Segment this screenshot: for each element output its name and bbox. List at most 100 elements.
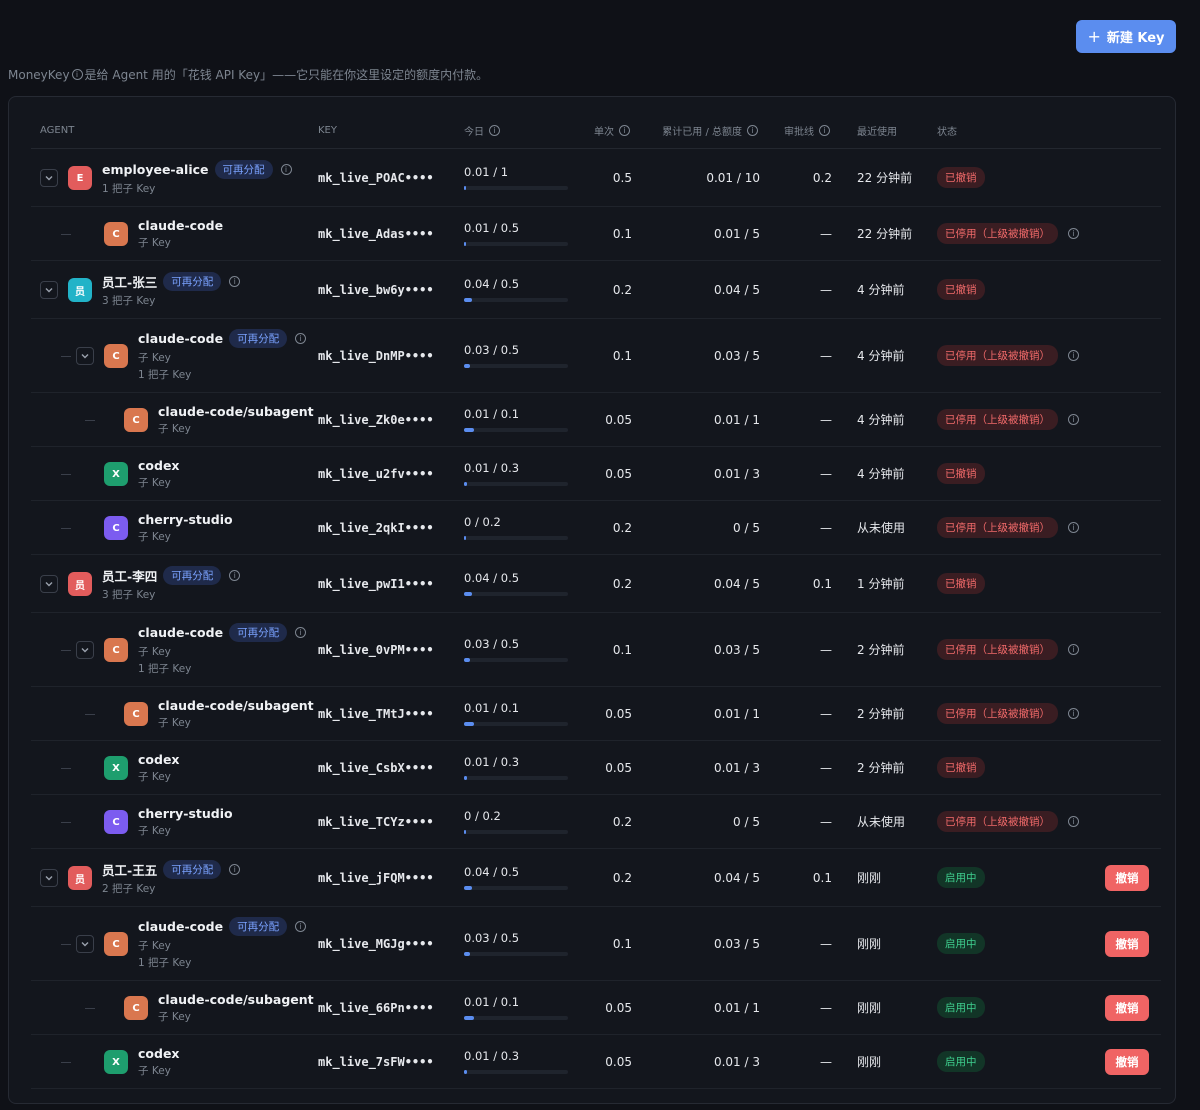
total-usage: 0.01 / 1 [713, 1000, 760, 1015]
expand-toggle[interactable] [40, 281, 58, 299]
today-cell: 0.01 / 0.1 [464, 393, 568, 446]
last-used-cell: 4 分钟前 [857, 319, 904, 392]
revoke-button[interactable]: 撤销 [1105, 930, 1149, 957]
single-limit: 0.1 [612, 226, 632, 241]
progress-track [464, 536, 568, 540]
expand-toggle[interactable] [40, 575, 58, 593]
last-used: 刚刚 [857, 871, 882, 885]
revoke-button[interactable]: 撤销 [1105, 994, 1149, 1021]
total-usage: 0.01 / 3 [713, 760, 760, 775]
new-key-button[interactable]: + 新建 Key [1076, 20, 1176, 53]
status-pill: 启用中 [937, 933, 985, 954]
expand-toggle[interactable] [76, 935, 94, 953]
last-used-cell: 从未使用 [857, 795, 905, 848]
single-limit: 0.2 [612, 282, 632, 297]
today-usage: 0.04 / 0.5 [464, 277, 520, 291]
status-cell: 已停用（上级被撤销） i [937, 795, 1081, 848]
single-cell: 0.1 [613, 207, 632, 260]
total-cell: 0.01 / 3 [714, 447, 760, 500]
status-cell: 已停用（上级被撤销） i [937, 207, 1081, 260]
column-header: KEY [318, 113, 337, 148]
agent-info: claude-code 可再分配 i 子 Key 1 把子 Key [138, 613, 308, 686]
avatar: C [124, 702, 148, 726]
last-used: 4 分钟前 [857, 283, 905, 297]
name-line: 员工-王五 可再分配 i [102, 859, 242, 879]
status-cell: 启用中 [937, 981, 985, 1034]
tree-line [61, 822, 71, 823]
agent-info: claude-code/subagent 子 Key [158, 393, 314, 446]
agent-sub: 子 Key [138, 646, 171, 658]
expand-toggle[interactable] [76, 641, 94, 659]
agent-info: codex 子 Key [138, 1035, 180, 1088]
info-icon: i [280, 163, 292, 175]
single-cell: 0.2 [613, 261, 632, 318]
name-line: claude-code/subagent [158, 698, 314, 713]
expand-toggle[interactable] [40, 869, 58, 887]
last-used: 刚刚 [857, 1001, 882, 1015]
progress-track [464, 428, 568, 432]
today-usage: 0 / 0.2 [464, 809, 501, 823]
agent-sub: 3 把子 Key [102, 294, 156, 307]
expand-toggle[interactable] [76, 347, 94, 365]
today-usage: 0.01 / 0.3 [464, 1049, 520, 1063]
progress-track [464, 592, 568, 596]
single-cell: 0.05 [605, 741, 632, 794]
status-pill: 已停用（上级被撤销） [937, 409, 1058, 430]
single-cell: 0.05 [605, 393, 632, 446]
status-cell: 已停用（上级被撤销） i [937, 613, 1081, 686]
badge: 可再分配 [163, 859, 222, 879]
progress-bar [464, 482, 468, 486]
avatar: C [124, 996, 148, 1020]
approval-line: 0.2 [812, 170, 832, 185]
approval-line: — [820, 760, 832, 775]
key-cell: mk_live_pwI1•••• [318, 555, 434, 612]
last-used-cell: 刚刚 [857, 1035, 881, 1088]
today-cell: 0.01 / 0.1 [464, 687, 568, 740]
tree-line [61, 650, 71, 651]
info-icon: i [1068, 228, 1079, 239]
total-cell: 0.01 / 1 [714, 393, 760, 446]
last-used: 22 分钟前 [857, 171, 913, 185]
approval-cell: — [820, 501, 832, 554]
last-used-cell: 22 分钟前 [857, 207, 912, 260]
today-cell: 0 / 0.2 [464, 501, 568, 554]
status-cell: 已撤销 [937, 149, 985, 206]
info-icon: i [295, 333, 307, 344]
total-usage: 0.01 / 3 [713, 1054, 760, 1069]
key-cell: mk_live_TMtJ•••• [318, 687, 434, 740]
avatar: C [104, 638, 128, 662]
agent-sub: 子 Key [158, 1010, 191, 1023]
expand-toggle[interactable] [40, 169, 58, 187]
approval-cell: — [820, 261, 832, 318]
progress-bar [464, 886, 473, 890]
avatar: 员 [68, 572, 92, 596]
column-header: 审批线 i [784, 113, 832, 148]
name-line: claude-code/subagent [158, 992, 314, 1007]
status-cell: 已撤销 [937, 741, 985, 794]
single-cell: 0.2 [613, 849, 632, 906]
tree-line [61, 528, 71, 529]
total-usage: 0.03 / 5 [713, 936, 760, 951]
avatar: E [68, 166, 92, 190]
single-limit: 0.05 [605, 1054, 632, 1069]
progress-bar [464, 242, 467, 246]
last-used-cell: 22 分钟前 [857, 149, 912, 206]
status-cell: 已停用（上级被撤销） i [937, 319, 1081, 392]
agent-info: 员工-张三 可再分配 i 3 把子 Key [102, 261, 242, 318]
column-label: AGENT [40, 125, 75, 136]
single-limit: 0.2 [612, 870, 632, 885]
info-icon: i [1068, 522, 1079, 533]
avatar: X [104, 462, 128, 486]
agent-sub: 子 Key [138, 236, 171, 249]
column-label: KEY [318, 125, 337, 136]
last-used-cell: 4 分钟前 [857, 393, 904, 446]
revoke-button[interactable]: 撤销 [1105, 1048, 1149, 1075]
name-line: 员工-李四 可再分配 i [102, 565, 242, 585]
approval-cell: — [820, 613, 832, 686]
total-usage: 0 / 5 [733, 520, 760, 535]
revoke-button[interactable]: 撤销 [1105, 864, 1149, 891]
